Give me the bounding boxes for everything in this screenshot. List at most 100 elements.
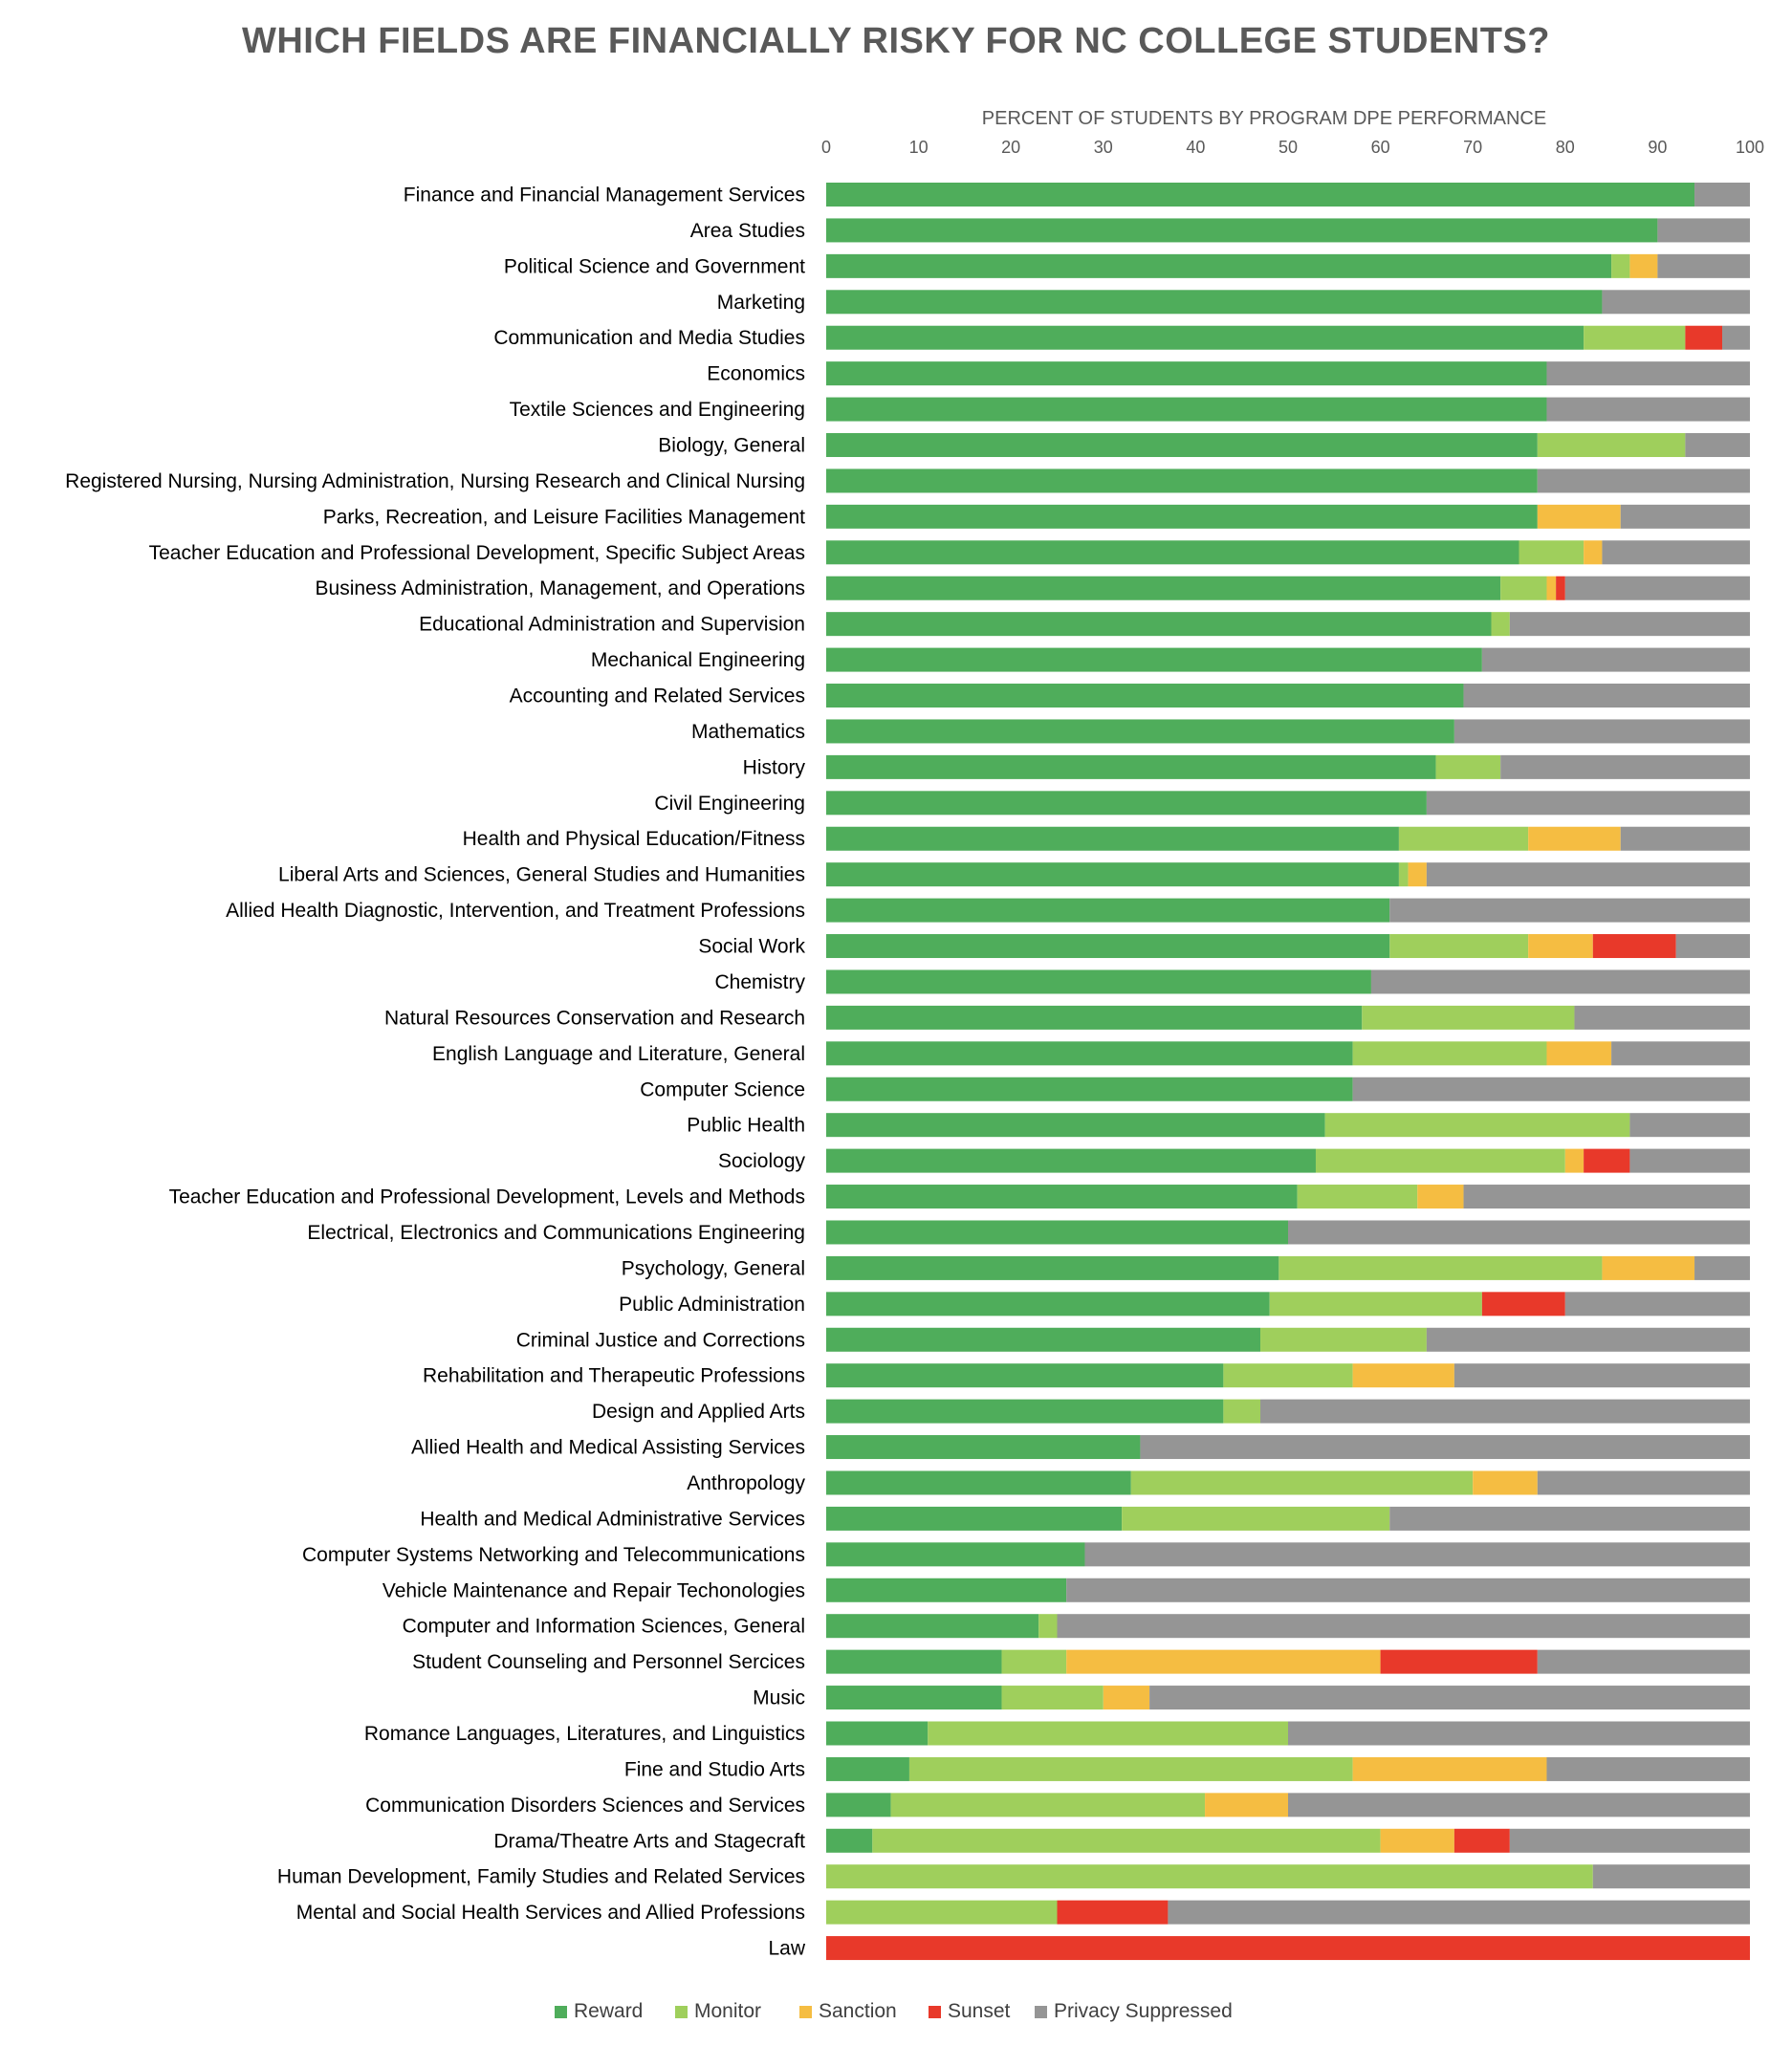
- bar-segment-monitor: [908, 1756, 1353, 1781]
- category-label: Anthropology: [687, 1472, 805, 1494]
- bar-segment-reward: [826, 576, 1501, 600]
- bar-segment-privacy-suppressed: [1685, 433, 1750, 458]
- bar-segment-privacy-suppressed: [1481, 647, 1750, 672]
- bar-segment-reward: [826, 1542, 1085, 1567]
- legend-label: Monitor: [694, 2000, 761, 2022]
- bar-segment-reward: [826, 290, 1603, 315]
- bar-segment-privacy-suppressed: [1564, 576, 1750, 600]
- bar-segment-sanction: [1380, 1828, 1454, 1853]
- bar-segment-privacy-suppressed: [1564, 1292, 1750, 1317]
- bar-segment-privacy-suppressed: [1546, 361, 1750, 386]
- bar-segment-privacy-suppressed: [1352, 1077, 1750, 1101]
- bar-segment-reward: [826, 1649, 1002, 1674]
- bar-segment-reward: [826, 898, 1390, 923]
- category-label: Allied Health Diagnostic, Intervention, …: [226, 900, 805, 922]
- bar-segment-monitor: [1223, 1399, 1261, 1424]
- bar-segment-sunset: [1592, 934, 1676, 959]
- bar-segment-privacy-suppressed: [1066, 1578, 1750, 1602]
- category-label: Economics: [707, 363, 805, 385]
- bar-segment-reward: [826, 468, 1538, 493]
- category-label: Natural Resources Conservation and Resea…: [384, 1007, 805, 1029]
- bar-segment-privacy-suppressed: [1694, 1255, 1750, 1280]
- category-label: Rehabilitation and Therapeutic Professio…: [423, 1365, 805, 1387]
- bar-segment-monitor: [826, 1864, 1593, 1889]
- category-label: Educational Administration and Supervisi…: [419, 614, 805, 636]
- category-label: Business Administration, Management, and…: [316, 577, 805, 599]
- bar-segment-monitor: [1269, 1292, 1482, 1317]
- bar-segment-monitor: [1398, 862, 1409, 887]
- x-tick-label: 30: [1094, 138, 1113, 157]
- bar-segment-reward: [826, 1614, 1039, 1639]
- bar-segment-monitor: [872, 1828, 1381, 1853]
- category-label: Parks, Recreation, and Leisure Facilitie…: [323, 506, 805, 528]
- x-tick-label: 10: [909, 138, 929, 157]
- category-label: Fine and Studio Arts: [624, 1758, 805, 1780]
- bar-segment-privacy-suppressed: [1509, 1828, 1750, 1853]
- bar-segment-reward: [826, 1077, 1353, 1101]
- bar-segment-reward: [826, 647, 1482, 672]
- x-tick-label: 70: [1463, 138, 1482, 157]
- bar-segment-sanction: [1473, 1470, 1538, 1495]
- bar-segment-reward: [826, 361, 1547, 386]
- bar-segment-sanction: [1352, 1756, 1547, 1781]
- bar-segment-privacy-suppressed: [1546, 397, 1750, 422]
- category-label: Electrical, Electronics and Communicatio…: [307, 1222, 805, 1244]
- bar-segment-privacy-suppressed: [1509, 612, 1750, 637]
- category-label: Psychology, General: [622, 1257, 805, 1279]
- bar-segment-reward: [826, 719, 1454, 744]
- legend-label: Privacy Suppressed: [1054, 2000, 1233, 2022]
- category-label: Vehicle Maintenance and Repair Techonolo…: [382, 1579, 805, 1601]
- bar-segment-reward: [826, 1578, 1067, 1602]
- bar-segment-privacy-suppressed: [1629, 1113, 1750, 1138]
- bar-segment-reward: [826, 1148, 1316, 1173]
- category-label: Biology, General: [658, 435, 805, 457]
- bar-segment-privacy-suppressed: [1149, 1686, 1750, 1710]
- bar-segment-monitor: [1352, 1041, 1547, 1066]
- bar-segment-reward: [826, 862, 1399, 887]
- bar-segment-privacy-suppressed: [1168, 1900, 1750, 1925]
- bar-segment-privacy-suppressed: [1537, 1649, 1750, 1674]
- category-label: Finance and Financial Management Service…: [404, 185, 805, 207]
- bar-segment-privacy-suppressed: [1426, 862, 1750, 887]
- bar-segment-privacy-suppressed: [1592, 1864, 1750, 1889]
- legend-label: Reward: [574, 2000, 643, 2022]
- category-label: Design and Applied Arts: [592, 1401, 805, 1423]
- bar-segment-sanction: [1537, 504, 1621, 529]
- bar-segment-reward: [826, 540, 1519, 565]
- bar-segment-reward: [826, 504, 1538, 529]
- category-label: Political Science and Government: [504, 255, 805, 277]
- bar-segment-reward: [826, 1506, 1123, 1531]
- bar-segment-privacy-suppressed: [1288, 1721, 1750, 1746]
- bar-segment-privacy-suppressed: [1426, 791, 1750, 816]
- category-label: Mental and Social Health Services and Al…: [296, 1902, 805, 1924]
- bar-segment-reward: [826, 1113, 1325, 1138]
- chart-title: WHICH FIELDS ARE FINANCIALLY RISKY FOR N…: [242, 21, 1550, 61]
- bar-segment-privacy-suppressed: [1084, 1542, 1750, 1567]
- bar-segment-privacy-suppressed: [1722, 325, 1750, 350]
- bar-segment-reward: [826, 826, 1399, 851]
- bar-segment-privacy-suppressed: [1389, 1506, 1750, 1531]
- x-tick-label: 80: [1556, 138, 1575, 157]
- bar-segment-sanction: [1408, 862, 1427, 887]
- bar-segment-sanction: [1602, 1255, 1695, 1280]
- bar-segment-privacy-suppressed: [1537, 1470, 1750, 1495]
- legend-swatch: [799, 2006, 812, 2018]
- bar-segment-privacy-suppressed: [1546, 1756, 1750, 1781]
- bar-segment-monitor: [1500, 576, 1547, 600]
- bar-segment-privacy-suppressed: [1389, 898, 1750, 923]
- bar-segment-privacy-suppressed: [1453, 1363, 1750, 1388]
- bar-segment-sunset: [826, 1936, 1750, 1961]
- bar-segment-reward: [826, 1363, 1224, 1388]
- bar-segment-privacy-suppressed: [1602, 540, 1750, 565]
- bar-segment-reward: [826, 397, 1547, 422]
- bar-segment-reward: [826, 612, 1492, 637]
- bar-segment-privacy-suppressed: [1675, 934, 1750, 959]
- bar-segment-privacy-suppressed: [1453, 719, 1750, 744]
- bar-segment-sunset: [1057, 1900, 1169, 1925]
- category-label: Music: [753, 1687, 805, 1709]
- bar-segment-monitor: [1038, 1614, 1058, 1639]
- bar-segment-privacy-suppressed: [1288, 1220, 1750, 1245]
- bar-segment-reward: [826, 1041, 1353, 1066]
- bar-segment-reward: [826, 1435, 1141, 1460]
- legend-label: Sunset: [948, 2000, 1011, 2022]
